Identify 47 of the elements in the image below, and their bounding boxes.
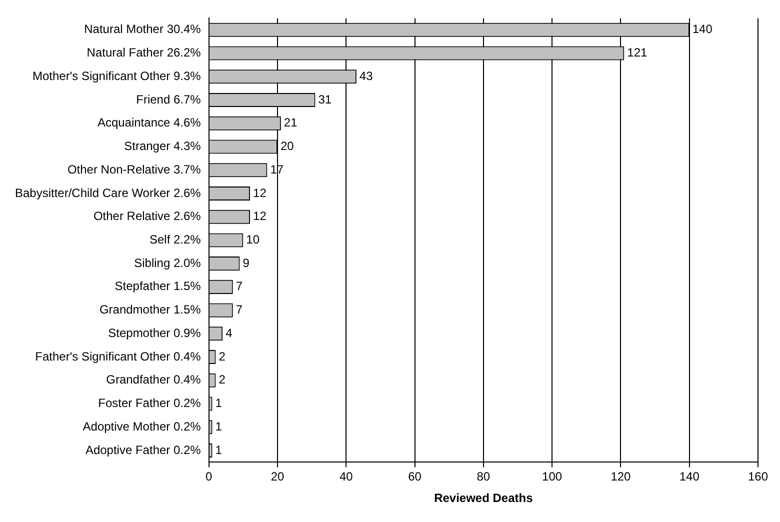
y-tick-label: Other Relative 2.6% [93,209,202,224]
data-label: 31 [318,92,332,106]
y-tick-label: Self 2.2% [149,232,202,247]
y-tick-label: Father's Significant Other 0.4% [35,349,202,364]
x-tick-label: 100 [542,470,562,484]
y-tick-label: Stepmother 0.9% [108,326,202,340]
x-tick-label: 120 [610,470,632,484]
data-label: 12 [253,209,267,224]
y-tick-label: Grandfather 0.4% [106,372,202,387]
x-axis-title: Reviewed Deaths [434,491,534,506]
x-tick-label: 0 [206,470,213,484]
y-tick-label: Friend 6.7% [136,92,202,106]
x-tick-label: 20 [270,470,284,484]
y-tick-label: Stepfather 1.5% [114,279,202,294]
data-label: 1 [215,442,222,457]
data-label: 121 [627,46,648,60]
y-tick-label: Foster Father 0.2% [98,396,202,410]
data-label: 1 [215,419,222,434]
x-tick-label: 40 [339,470,354,484]
data-label: 12 [253,186,267,200]
y-tick-label: Stranger 4.3% [124,139,202,154]
data-label: 43 [359,68,374,83]
y-tick-label: Sibling 2.0% [134,256,202,270]
x-tick-label: 60 [408,470,422,484]
data-label: 21 [284,116,298,130]
y-tick-label: Other Non-Relative 3.7% [67,162,202,176]
x-tick-label: 80 [476,470,490,484]
data-label: 9 [242,256,250,270]
data-label: 2 [218,372,226,387]
data-label: 10 [246,232,260,247]
y-tick-label: Grandmother 1.5% [99,302,202,317]
y-tick-label: Natural Father 26.2% [86,46,202,60]
y-tick-label: Mother's Significant Other 9.3% [32,68,202,83]
data-label: 2 [218,349,226,364]
x-tick-label: 140 [679,470,700,484]
x-tick-label: 160 [748,470,768,484]
data-label: 7 [236,302,243,317]
data-label: 4 [226,326,233,340]
y-tick-label: Adoptive Mother 0.2% [82,419,202,434]
y-tick-label: Babysitter/Child Care Worker 2.6% [14,186,202,200]
data-label: 20 [280,139,294,154]
data-label: 7 [236,279,243,294]
data-label: 1 [215,396,222,410]
y-tick-label: Acquaintance 4.6% [97,116,202,130]
y-tick-label: Natural Mother 30.4% [84,22,202,36]
y-tick-label: Adoptive Father 0.2% [85,442,202,457]
data-label: 140 [692,22,713,36]
